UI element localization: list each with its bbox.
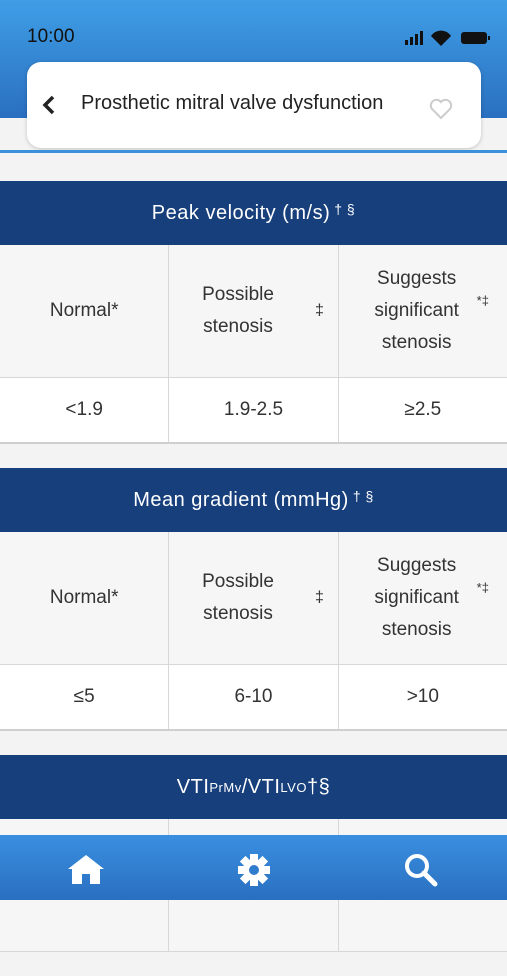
section: Peak velocity (m/s) † § Normal* Possible st… — [0, 181, 507, 444]
header-text: Peak velocity (m/s) — [151, 201, 331, 224]
column-header: Suggests significant stenosis *‡ — [339, 245, 507, 377]
column-label: Suggests significant stenosis — [374, 555, 459, 640]
value-cell: 6-10 — [169, 665, 339, 729]
section-header: Peak velocity (m/s) † § — [0, 181, 507, 245]
footnote-mark: ‡ — [315, 302, 324, 319]
column-label: Possible stenosis — [202, 571, 274, 624]
value-cell: ≥2.5 — [404, 399, 442, 420]
header-row: Normal* Possible stenosis ‡ Suggests signif… — [0, 245, 507, 378]
footnote-mark: *‡ — [476, 580, 489, 595]
footnote-mark: *‡ — [476, 293, 489, 308]
footnote-mark: ‡ — [315, 589, 324, 606]
header-text: /VTI — [241, 775, 281, 798]
value-cell: <1.9 — [0, 378, 170, 442]
header-text: †§ — [306, 775, 331, 798]
page-title: Prosthetic mitral valve dysfunction — [81, 92, 384, 114]
value-cell: >10 — [406, 686, 439, 707]
section-header: VTI PrMv/VTI LVO †§ — [0, 755, 507, 819]
favorite-button[interactable] — [429, 98, 453, 120]
section-header: Mean gradient (mmHg) † § — [0, 468, 507, 532]
back-button[interactable] — [41, 95, 57, 115]
column-header: Normal* — [0, 532, 170, 664]
value-cell: 1.9-2.5 — [169, 378, 339, 442]
header-row: Normal* Possible stenosis ‡ Suggests signif… — [0, 532, 507, 665]
header-text: PrMv — [209, 779, 242, 795]
value-row: ≤5 6-10 >10 — [0, 665, 507, 731]
app-screen: 10:00 Prosthetic mitral valve dysfunctio… — [0, 0, 507, 952]
header-text: Mean gradient (mmHg) — [133, 488, 349, 511]
status-time: 10:00 — [27, 26, 75, 47]
column-label: Normal* — [49, 587, 119, 608]
column-label: Normal* — [49, 300, 119, 321]
status-icons — [405, 30, 490, 46]
bottom-nav — [0, 835, 507, 900]
header-text: VTI — [176, 775, 210, 798]
header-footnote: † § — [334, 201, 356, 217]
column-header: Suggests significant stenosis *‡ — [339, 532, 507, 664]
settings-tab[interactable] — [237, 853, 271, 887]
column-header: Possible stenosis ‡ — [169, 532, 339, 664]
value-cell: ≤5 — [0, 665, 170, 729]
section: Mean gradient (mmHg) † § Normal* Possible s… — [0, 468, 507, 731]
value-row: <1.9 1.9-2.5 ≥2.5 — [0, 378, 507, 444]
header-card: Prosthetic mitral valve dysfunction — [27, 62, 481, 148]
column-header: Normal* — [0, 245, 170, 377]
home-tab[interactable] — [66, 853, 106, 885]
search-tab[interactable] — [404, 853, 438, 887]
column-label: Suggests significant stenosis — [374, 268, 459, 353]
column-label: Possible stenosis — [202, 284, 274, 337]
header-text: LVO — [280, 779, 307, 795]
header-footnote: † § — [352, 488, 374, 504]
divider — [0, 150, 507, 153]
column-header: Possible stenosis ‡ — [169, 245, 339, 377]
